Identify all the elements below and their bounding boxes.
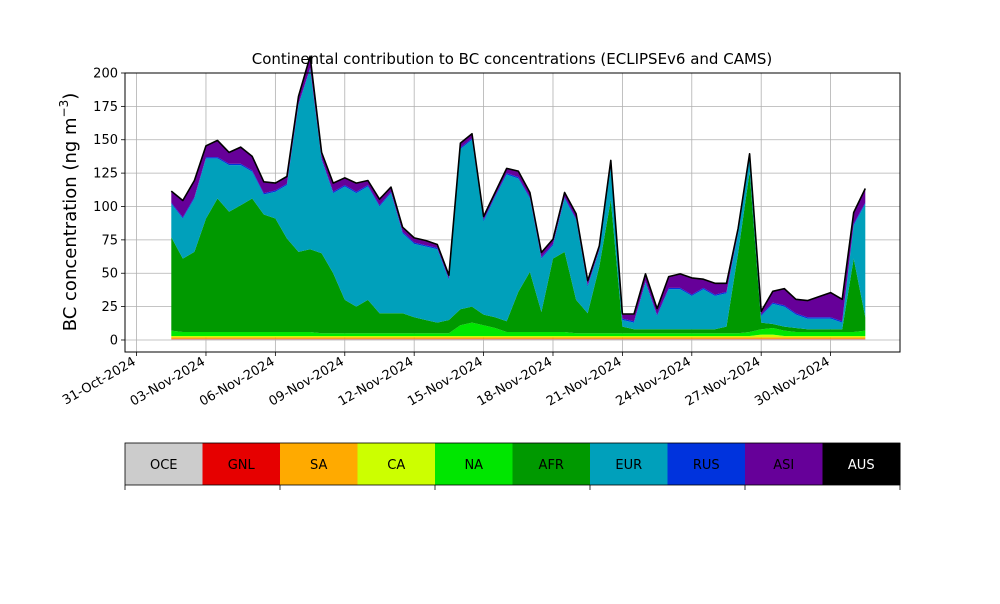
legend-swatch-gnl xyxy=(202,443,281,485)
y-axis-ticks: 0 25 50 75 100 125 150 175 200 xyxy=(93,67,125,348)
y-axis-label: BC concentration (ng m−3) xyxy=(57,93,81,332)
x-tick-label: 09-Nov-2024 xyxy=(267,354,347,409)
legend-label-asi: ASI xyxy=(773,458,794,473)
legend-swatch-afr xyxy=(512,443,591,485)
legend-label-afr: AFR xyxy=(539,458,564,473)
x-tick-label: 12-Nov-2024 xyxy=(336,354,416,409)
total-outline xyxy=(170,55,867,315)
area-series-eur xyxy=(171,69,866,330)
legend-label-na: NA xyxy=(464,458,483,473)
legend-label-rus: RUS xyxy=(693,458,720,473)
x-tick-label: 24-Nov-2024 xyxy=(614,354,694,409)
y-tick-label: 75 xyxy=(101,233,118,248)
stacked-areas xyxy=(171,56,866,340)
legend-swatch-eur xyxy=(590,443,668,485)
plot-frame xyxy=(124,72,901,353)
legend-swatch-sa xyxy=(280,443,358,485)
x-tick-label: 31-Oct-2024 xyxy=(60,354,138,408)
x-axis-ticks: 31-Oct-202403-Nov-202406-Nov-202409-Nov-… xyxy=(60,352,833,409)
legend-colorbar: OCE GNL SA CA NA AFR EUR RUS ASI AUS xyxy=(124,442,901,490)
x-tick-label: 18-Nov-2024 xyxy=(475,354,555,409)
area-series-gnl xyxy=(171,338,866,340)
y-axis-label-close: ) xyxy=(60,93,81,100)
x-tick-label: 30-Nov-2024 xyxy=(752,354,832,409)
chart-title: Continental contribution to BC concentra… xyxy=(252,50,773,68)
area-series-oce xyxy=(171,339,866,340)
legend-swatch-na xyxy=(435,443,513,485)
y-tick-label: 0 xyxy=(110,333,118,348)
legend-swatch-aus xyxy=(822,443,901,485)
x-tick-label: 21-Nov-2024 xyxy=(544,354,624,409)
legend-label-oce: OCE xyxy=(150,458,178,473)
x-tick-label: 27-Nov-2024 xyxy=(683,354,763,409)
legend-swatch-oce xyxy=(125,443,203,485)
legend-label-sa: SA xyxy=(310,458,327,473)
area-series-afr xyxy=(171,171,866,334)
x-tick-label: 06-Nov-2024 xyxy=(197,354,277,409)
legend-swatch-ca xyxy=(357,443,436,485)
x-tick-label: 03-Nov-2024 xyxy=(128,354,208,409)
legend-label-gnl: GNL xyxy=(228,458,256,473)
area-series-sa xyxy=(171,337,866,339)
y-tick-label: 25 xyxy=(101,300,118,315)
y-tick-label: 200 xyxy=(93,67,118,82)
legend-swatch-asi xyxy=(745,443,823,485)
area-series-na xyxy=(171,322,866,336)
y-axis-label-text: BC concentration (ng m xyxy=(60,117,81,331)
y-tick-label: 125 xyxy=(93,167,118,182)
total-outline-line xyxy=(170,55,867,315)
y-tick-label: 50 xyxy=(101,267,118,282)
legend-swatch-rus xyxy=(667,443,746,485)
y-tick-label: 150 xyxy=(93,133,118,148)
legend-label-eur: EUR xyxy=(615,458,642,473)
legend-label-ca: CA xyxy=(387,458,405,473)
x-tick-label: 15-Nov-2024 xyxy=(405,354,485,409)
legend-label-aus: AUS xyxy=(848,458,875,473)
y-tick-label: 175 xyxy=(93,100,118,115)
area-series-ca xyxy=(171,334,866,338)
y-tick-label: 100 xyxy=(93,200,118,215)
y-axis-label-superscript: −3 xyxy=(57,100,71,118)
legend-frame xyxy=(124,442,901,486)
